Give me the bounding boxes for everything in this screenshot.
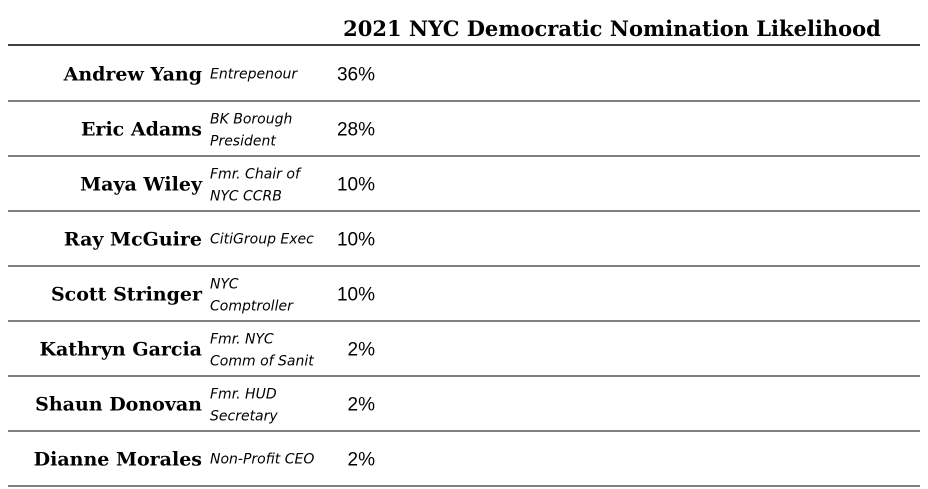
torch-icon: [716, 56, 734, 90]
candidate-name: Andrew Yang: [63, 64, 202, 86]
torch-icon: [530, 56, 548, 90]
candidate-role: NYC CCRB: [210, 189, 282, 205]
candidate-role: President: [210, 134, 276, 150]
row-shaun-donovan: Shaun Donovan Fmr. HUD Secretary 2%: [8, 386, 920, 432]
candidate-name: Kathryn Garcia: [39, 339, 202, 361]
torch-icon: [450, 111, 468, 145]
torch-icon: [424, 166, 441, 200]
torch-icon: [424, 56, 441, 90]
torch-icon: [450, 166, 468, 200]
percent-label: 2%: [348, 395, 376, 416]
torch-icon: [397, 166, 415, 200]
torch-icon: [716, 111, 734, 145]
candidate-role: Entrepenour: [210, 67, 298, 83]
torch-icon: [743, 111, 761, 145]
torch-icon: [424, 221, 441, 255]
percent-label: 36%: [337, 65, 375, 86]
row-andrew-yang: Andrew Yang Entrepenour 36%: [8, 56, 920, 102]
candidate-role: NYC: [210, 277, 239, 293]
candidate-role: Non-Profit CEO: [210, 452, 314, 468]
torch-icon: [450, 56, 468, 90]
candidate-name: Eric Adams: [81, 119, 202, 141]
candidate-name: Maya Wiley: [80, 174, 203, 196]
candidate-role: Fmr. HUD: [210, 387, 277, 403]
torch-icon: [477, 276, 486, 310]
candidate-name: Dianne Morales: [34, 449, 202, 471]
torch-icon: [477, 166, 495, 200]
row-maya-wiley: Maya Wiley Fmr. Chair of NYC CCRB 10%: [8, 166, 920, 212]
torch-icon: [530, 111, 548, 145]
candidate-name: Scott Stringer: [51, 284, 203, 306]
torch-icon: [477, 111, 495, 145]
torch-icon: [397, 331, 406, 365]
candidate-name: Ray McGuire: [64, 229, 202, 251]
percent-label: 28%: [337, 120, 375, 141]
torch-icon: [823, 56, 840, 90]
torch-icon: [424, 276, 441, 310]
torch-icon: [504, 56, 521, 90]
percent-label: 10%: [337, 175, 375, 196]
torch-icon: [743, 56, 761, 90]
row-eric-adams: Eric Adams BK Borough President 28%: [8, 111, 920, 157]
percent-label: 10%: [337, 285, 375, 306]
torch-icon: [450, 276, 468, 310]
torch-icon: [504, 166, 521, 200]
row-kathryn-garcia: Kathryn Garcia Fmr. NYC Comm of Sanit 2%: [8, 331, 920, 377]
torch-icon: [849, 56, 867, 90]
candidate-role: Comptroller: [210, 299, 294, 315]
torch-icon: [397, 111, 415, 145]
torch-icon: [663, 56, 681, 90]
torch-icon: [477, 56, 495, 90]
torch-icon: [450, 221, 468, 255]
torch-icon: [610, 111, 628, 145]
candidate-role: CitiGroup Exec: [210, 232, 314, 248]
torch-icon: [637, 56, 654, 90]
candidate-role: Secretary: [210, 409, 278, 425]
torch-icon: [557, 56, 574, 90]
torch-icon: [397, 276, 415, 310]
torch-icon: [477, 221, 495, 255]
torch-icon: [583, 111, 601, 145]
torch-icon: [690, 56, 707, 90]
row-ray-mcguire: Ray McGuire CitiGroup Exec 10%: [8, 221, 920, 267]
torch-icon: [690, 111, 707, 145]
row-scott-stringer: Scott Stringer NYC Comptroller 10%: [8, 276, 920, 322]
torch-icon: [397, 56, 415, 90]
candidate-role: Fmr. NYC: [210, 332, 274, 348]
torch-icon: [424, 111, 441, 145]
candidate-role: BK Borough: [210, 112, 292, 128]
torch-icon: [397, 441, 406, 475]
percent-label: 10%: [337, 230, 375, 251]
chart-title: 2021 NYC Democratic Nomination Likelihoo…: [343, 16, 881, 41]
torch-icon: [557, 111, 574, 145]
torch-icon: [637, 111, 654, 145]
torch-icon: [663, 111, 681, 145]
torch-icon: [796, 56, 814, 90]
candidate-role: Fmr. Chair of: [210, 167, 302, 183]
rows: Andrew Yang Entrepenour 36% Eric Adams BK Bo…: [8, 56, 920, 487]
torch-icon: [583, 56, 601, 90]
candidate-role: Comm of Sanit: [210, 354, 314, 370]
percent-label: 2%: [348, 450, 376, 471]
torch-icon: [504, 111, 521, 145]
candidate-name: Shaun Donovan: [35, 394, 202, 416]
torch-icon: [770, 56, 787, 90]
percent-label: 2%: [348, 340, 376, 361]
torch-icon: [610, 56, 628, 90]
torch-icon: [397, 221, 415, 255]
torch-icon: [397, 386, 406, 420]
row-dianne-morales: Dianne Morales Non-Profit CEO 2%: [8, 441, 920, 487]
